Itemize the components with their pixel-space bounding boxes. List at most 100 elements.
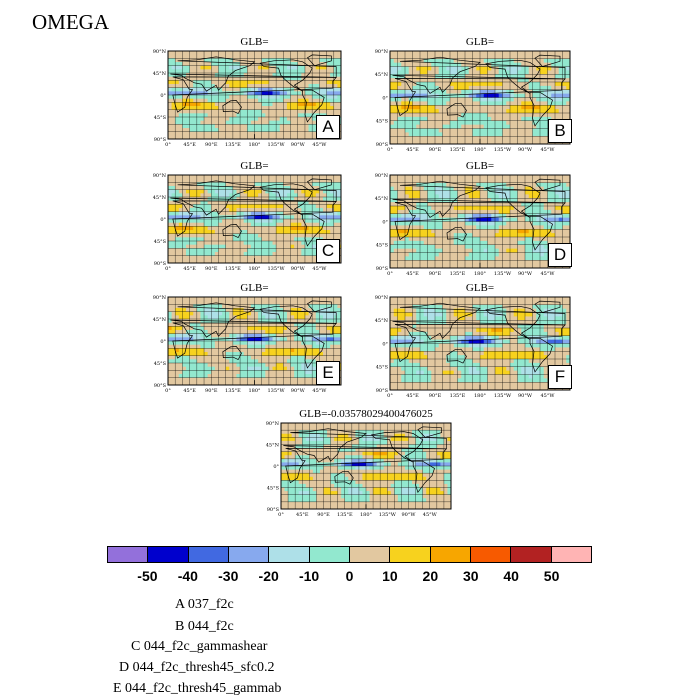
lon-tick-label: 45°E (406, 271, 419, 277)
map-plot: 90°N45°N0°45°S90°S0° 45°E 90°E 135°E 180° 135… (153, 295, 342, 394)
lon-tick-label: 45°W (312, 142, 327, 148)
lat-tick-label: 45°S (376, 243, 389, 249)
lat-tick-label: 90°S (154, 383, 167, 389)
lat-tick-label: 45°S (267, 485, 280, 491)
lon-tick-label: 135°W (494, 147, 512, 153)
lon-tick-label: 90°W (518, 271, 533, 277)
panel-glb-label: GLB= (240, 160, 269, 172)
lon-tick-label: 180° (474, 271, 487, 277)
lon-tick-label: 90°E (429, 271, 442, 277)
lat-tick-label: 90°S (376, 142, 389, 148)
lon-tick-label: 45°W (540, 271, 555, 277)
lon-tick-label: 45°W (423, 512, 438, 518)
lat-tick-label: 45°S (154, 115, 167, 121)
lat-tick-label: 90°S (154, 261, 167, 267)
colorbar-tick-label: 50 (543, 568, 560, 584)
colorbar-swatch (390, 547, 431, 562)
lon-tick-label: 135°W (494, 393, 512, 399)
panel-letter: B (548, 119, 572, 143)
panel-glb-label: GLB= (465, 36, 495, 48)
lon-tick-label: 135°E (450, 271, 466, 277)
panel-letter: E (316, 361, 340, 385)
lon-tick-label: 0° (387, 147, 393, 153)
map-panel-f: GLB= 90°N 45°N 0° 45°S 90°S 0° 45°E 90°E 135°E 18… (375, 282, 572, 399)
lon-tick-label: 180° (474, 393, 487, 399)
map-panel-global: GLB=-0.035780294004760​25 90°N 45°N 0° 45°S… (266, 408, 452, 518)
map-plot: 90°N45°N0°45°S90°S0° 45°E 90°E 135°E 180° 135… (153, 49, 342, 148)
lat-tick-label: 90°N (375, 173, 389, 179)
lat-tick-label: 0° (382, 95, 388, 101)
colorbar-swatch (108, 547, 149, 562)
lon-tick-label: 45°W (540, 147, 555, 153)
lat-tick-label: 0° (160, 93, 166, 99)
lat-tick-label: 90°S (376, 266, 389, 272)
lon-tick-label: 0° (278, 512, 284, 518)
lon-tick-label: 180° (248, 266, 261, 272)
lon-tick-label: 45°E (296, 512, 309, 518)
lon-tick-label: 0° (387, 393, 393, 399)
legend-entry: A 037_f2c (175, 597, 234, 612)
panel-letter: A (316, 115, 340, 139)
panel-letter: C (316, 239, 340, 263)
lon-tick-label: 180° (248, 142, 261, 148)
lat-tick-label: 45°N (375, 196, 389, 202)
colorbar-tick-label: -40 (177, 568, 198, 584)
lat-tick-label: 0° (160, 217, 166, 223)
map-panel-b: GLB= 90°N 45°N 0° 45°S 90°S 0° 45°E 90°E 135°E 18… (375, 36, 572, 153)
lon-tick-label: 45°W (540, 393, 555, 399)
lon-tick-label: 90°W (291, 266, 306, 272)
lon-tick-label: 135°E (225, 388, 241, 394)
lat-tick-label: 45°S (154, 239, 167, 245)
lon-tick-label: 45°E (406, 147, 419, 153)
lon-tick-label: 180° (360, 512, 373, 518)
lon-tick-label: 135°E (337, 512, 353, 518)
colorbar-swatch (148, 547, 189, 562)
lat-tick-label: 0° (382, 341, 388, 347)
lon-tick-label: 135°W (268, 142, 286, 148)
lon-tick-label: 90°W (401, 512, 416, 518)
panel-glb-label: GLB= (240, 36, 269, 48)
colorbar-swatch (228, 547, 270, 562)
lon-tick-label: 90°E (205, 142, 218, 148)
lon-tick-label: 135°W (494, 271, 512, 277)
lat-tick-label: 45°S (154, 361, 167, 367)
map-plot: 90°N45°N0°45°S90°S0° 45°E 90°E 135°E 180° 135… (375, 49, 571, 153)
colorbar-swatch (309, 547, 350, 562)
lat-tick-label: 0° (273, 464, 279, 470)
map-plot: 90°N45°N0°45°S90°S0° 45°E 90°E 135°E 180° 135… (375, 173, 571, 277)
colorbar-swatch (430, 547, 471, 562)
legend-entry: E 044_f2c_thresh45_gammab (113, 681, 282, 696)
panel-glb-label: GLB= (465, 282, 495, 294)
lat-tick-label: 45°N (153, 195, 167, 201)
map-panel-c: GLB= 90°N 45°N 0° 45°S 90°S 0° 45°E 90°E 135°E 18… (153, 160, 342, 272)
lon-tick-label: 180° (474, 147, 487, 153)
lat-tick-label: 45°N (153, 317, 167, 323)
lon-tick-label: 135°W (379, 512, 397, 518)
colorbar-tick-label: 0 (345, 568, 354, 584)
map-plot: 90°N45°N0°45°S90°S0° 45°E 90°E 135°E 180° 135… (375, 295, 571, 399)
map-panel-a: GLB= 90°N 45°N 0° 45°S 90°S 0° 45°E 90°E 135°E 18… (153, 36, 342, 148)
map-panel-d: GLB= 90°N 45°N 0° 45°S 90°S 0° 45°E 90°E 135°E 18… (375, 160, 572, 277)
colorbar-swatch (551, 547, 591, 562)
legend-entry: C 044_f2c_gammashear (131, 639, 268, 654)
lon-tick-label: 90°W (518, 147, 533, 153)
lon-tick-label: 90°W (291, 388, 306, 394)
colorbar-tick-label: 10 (382, 568, 398, 584)
lon-tick-label: 90°E (429, 147, 442, 153)
lon-tick-label: 90°E (317, 512, 330, 518)
lon-tick-label: 45°W (312, 266, 327, 272)
lat-tick-label: 45°N (266, 442, 280, 448)
colorbar-swatch (269, 547, 310, 562)
lon-tick-label: 90°W (518, 393, 533, 399)
lat-tick-label: 90°S (376, 388, 389, 394)
lon-tick-label: 135°W (268, 266, 286, 272)
lon-tick-label: 90°E (429, 393, 442, 399)
lon-tick-label: 45°W (312, 388, 327, 394)
colorbar-tick-label: -20 (258, 568, 279, 584)
legend-entry: D 044_f2c_thresh45_sfc0.2 (119, 660, 275, 675)
lon-tick-label: 0° (165, 388, 171, 394)
lon-tick-label: 90°E (205, 388, 218, 394)
panel-letter: D (548, 243, 572, 267)
colorbar-tick-label: -30 (218, 568, 239, 584)
colorbar-tick-label: 20 (422, 568, 439, 584)
